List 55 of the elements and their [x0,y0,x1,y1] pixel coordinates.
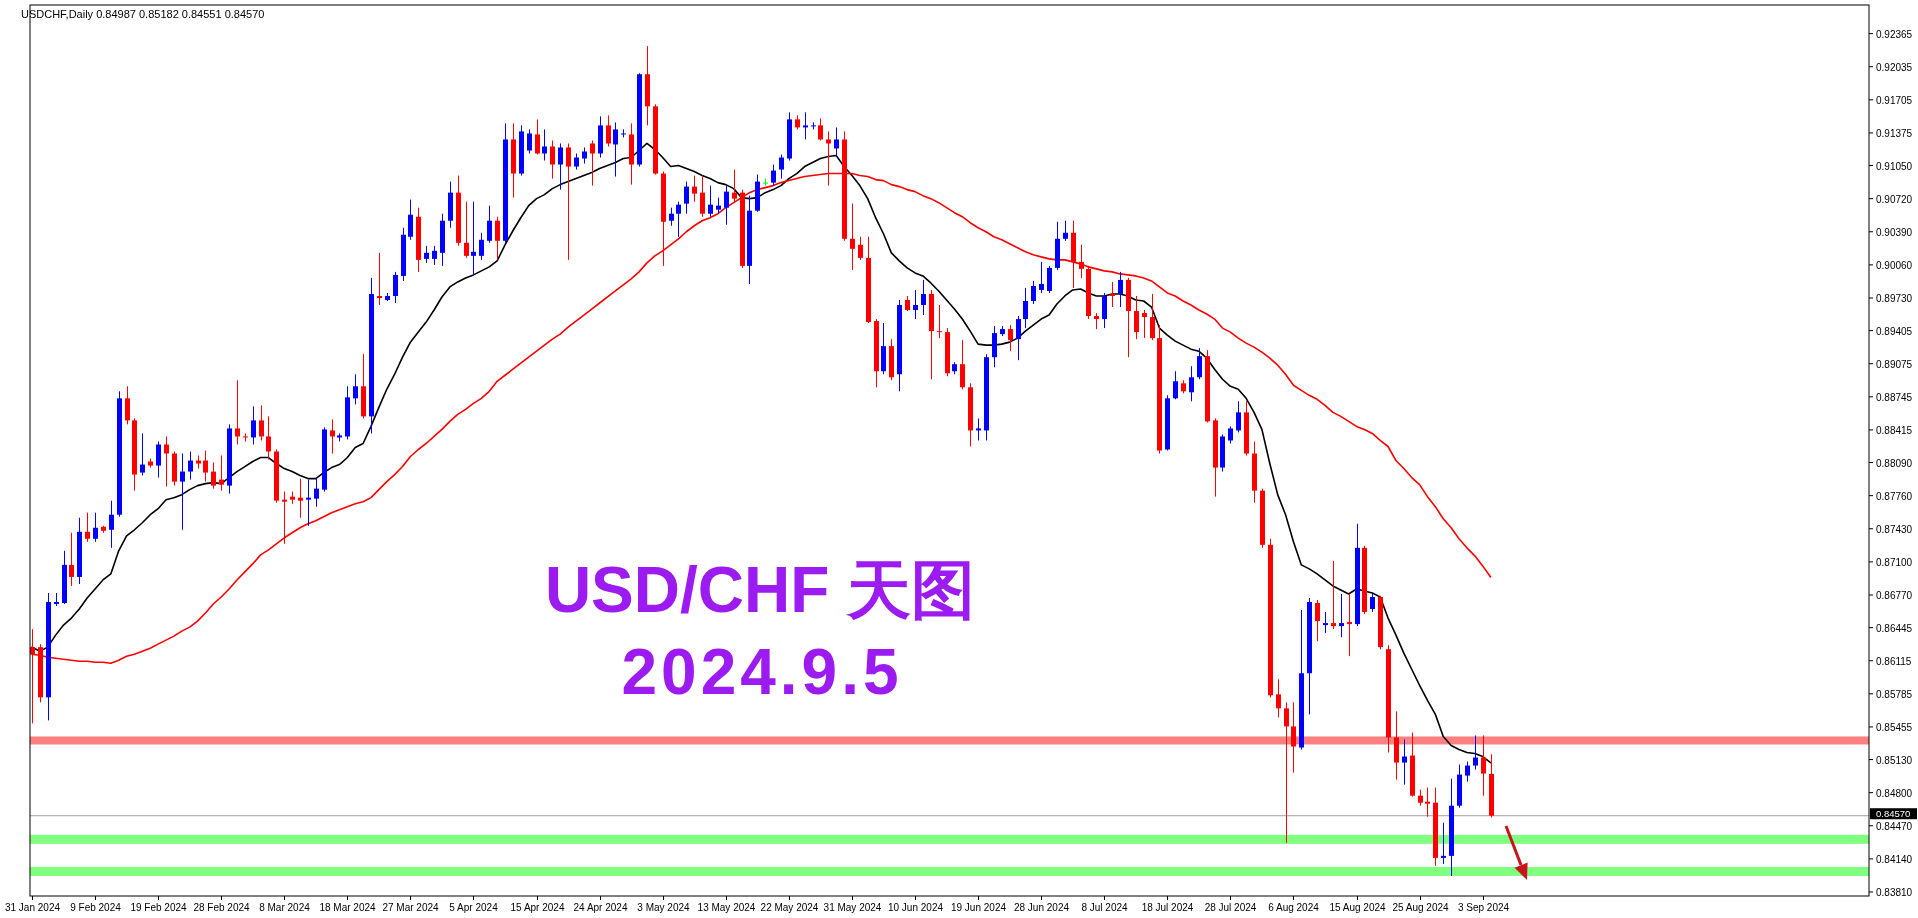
y-tick-label: 0.88745 [1876,391,1913,403]
x-tick-label: 8 Jul 2024 [1081,902,1129,913]
y-tick-label: 0.87760 [1876,490,1913,502]
y-tick-label: 0.84140 [1876,853,1913,865]
y-tick-label: 0.91050 [1876,160,1913,172]
y-tick-label: 0.90060 [1876,259,1913,271]
text: 2024.9.5 [621,636,903,708]
y-tick-label: 0.87430 [1876,523,1913,535]
y-tick-label: 0.85130 [1876,754,1913,766]
x-tick-label: 3 Sep 2024 [1457,902,1510,913]
y-tick-label: 0.86115 [1876,655,1912,667]
y-tick-label: 0.83810 [1876,886,1913,898]
y-tick-label: 0.86445 [1876,622,1913,634]
x-tick-label: 28 Jul 2024 [1204,902,1257,913]
y-tick-label: 0.86770 [1876,589,1913,601]
x-tick-label: 8 Mar 2024 [259,902,311,913]
y-tick-label: 0.90720 [1876,193,1913,205]
x-tick-label: 15 Aug 2024 [1329,902,1387,913]
y-tick-label: 0.92035 [1876,61,1913,73]
x-tick-label: 13 May 2024 [697,902,756,913]
x-tick-label: 22 May 2024 [760,902,819,913]
x-tick-label: 31 Jan 2024 [4,902,61,913]
x-tick-label: 31 May 2024 [823,902,882,913]
x-tick-label: 28 Feb 2024 [193,902,251,913]
x-tick-label: 25 Aug 2024 [1392,902,1450,913]
y-tick-label: 0.85455 [1876,721,1913,733]
y-tick-label: 0.91375 [1876,127,1913,139]
x-tick-label: 18 Mar 2024 [319,902,377,913]
annotation: USDCHF,Daily 0.84987 0.85182 0.84551 0.84570 [21,8,265,20]
y-tick-label: 0.84800 [1876,787,1913,799]
x-tick-label: 5 Apr 2024 [449,902,499,913]
x-tick-label: 15 Apr 2024 [510,902,565,913]
x-tick-label: 24 Apr 2024 [573,902,628,913]
x-tick-label: 19 Jun 2024 [950,902,1007,913]
y-tick-label: 0.89075 [1876,358,1913,370]
x-tick-label: 18 Jul 2024 [1141,902,1194,913]
y-tick-label: 0.84470 [1876,820,1913,832]
y-tick-label: 0.88090 [1876,457,1913,469]
x-tick-label: 28 Jun 2024 [1013,902,1070,913]
y-tick-label: 0.89405 [1876,325,1913,337]
y-tick-label: 0.87100 [1876,556,1913,568]
x-tick-label: 9 Feb 2024 [70,902,122,913]
x-tick-label: 27 Mar 2024 [382,902,440,913]
x-tick-label: 10 Jun 2024 [887,902,944,913]
x-tick-label: 6 Aug 2024 [1268,902,1320,913]
x-tick-label: 19 Feb 2024 [130,902,188,913]
y-tick-label: 0.89730 [1876,292,1913,304]
text: USD/CHF 天图 [544,554,976,626]
ref-line-label: 0.84570 [1876,808,1911,820]
y-tick-label: 0.88415 [1876,424,1913,436]
y-tick-label: 0.85785 [1876,688,1913,700]
y-tick-label: 0.92365 [1876,28,1913,40]
y-tick-label: 0.90390 [1876,226,1913,238]
y-tick-label: 0.91705 [1876,94,1913,106]
x-tick-label: 3 May 2024 [637,902,691,913]
